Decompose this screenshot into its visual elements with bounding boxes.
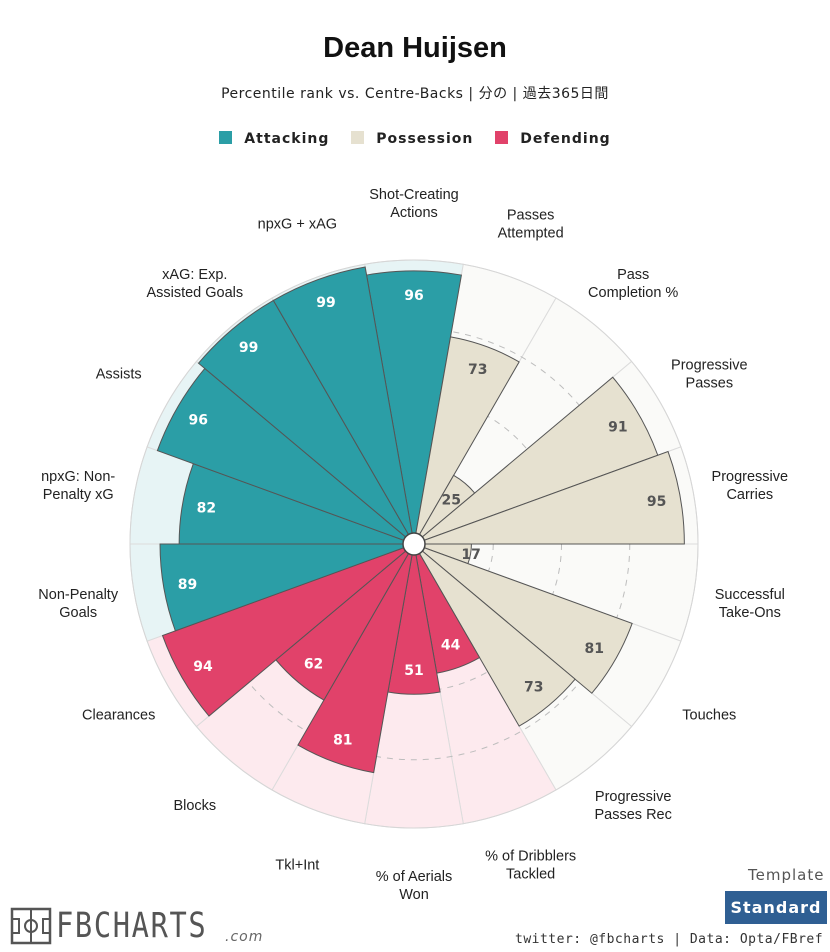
axis-label-pass-completion: Pass Completion % xyxy=(588,267,678,301)
outer-ring xyxy=(129,259,699,829)
axis-label-of-dribblers-tackled: % of Dribblers Tackled xyxy=(485,848,576,882)
legend-label-defending: Defending xyxy=(520,131,611,147)
center-hub xyxy=(402,532,426,556)
value-label-npxg-xag: 99 xyxy=(316,295,335,311)
axis-label-line: Attempted xyxy=(498,226,564,242)
axis-label-successful-take-ons: Successful Take-Ons xyxy=(715,587,785,621)
axis-label-line: Actions xyxy=(390,205,438,221)
axis-label-line: Non-Penalty xyxy=(38,587,119,603)
chart-title: Dean Huijsen xyxy=(323,32,507,64)
axis-label-non-penalty-goals: Non-Penalty Goals xyxy=(38,587,119,621)
axis-label-of-aerials-won: % of Aerials Won xyxy=(376,869,453,903)
value-label-progressive-passes: 91 xyxy=(608,419,627,435)
axis-label-assists: Assists xyxy=(96,367,142,383)
value-label-assists: 96 xyxy=(189,412,208,428)
axis-label-line: Blocks xyxy=(173,798,216,814)
chart-subtitle: Percentile rank vs. Centre-Backs | 分の | … xyxy=(221,86,609,102)
legend-item-defending: Defending xyxy=(495,131,610,147)
legend-swatch-attacking xyxy=(219,131,233,144)
legend-label-attacking: Attacking xyxy=(244,131,330,147)
axis-label-passes-attempted: Passes Attempted xyxy=(498,208,564,242)
axis-label-line: Passes xyxy=(686,376,734,392)
axis-label-npxg-xag: npxG + xAG xyxy=(258,217,337,233)
axis-label-clearances: Clearances xyxy=(82,708,155,724)
axis-label-line: Clearances xyxy=(82,708,155,724)
value-label-blocks: 62 xyxy=(304,657,323,673)
legend-swatch-defending xyxy=(495,131,509,144)
axis-label-line: Progressive xyxy=(712,469,789,485)
axis-label-line: npxG: Non- xyxy=(41,469,115,485)
axis-label-line: Take-Ons xyxy=(719,605,781,621)
value-label-tkl-int: 81 xyxy=(333,733,352,749)
axis-label-blocks: Blocks xyxy=(173,798,216,814)
value-label-pass-completion: 25 xyxy=(442,493,461,509)
template-label: Template xyxy=(748,866,825,884)
axis-label-line: Successful xyxy=(715,587,785,603)
legend: Attacking Possession Defending xyxy=(0,131,830,147)
axis-label-line: Completion % xyxy=(588,285,678,301)
brand-suffix: .com xyxy=(225,929,264,945)
data-credit: twitter: @fbcharts | Data: Opta/FBref xyxy=(515,932,824,947)
axis-label-line: Passes xyxy=(507,208,555,224)
axis-label-line: Touches xyxy=(682,708,736,724)
axis-label-line: Assisted Goals xyxy=(146,285,243,301)
axis-label-line: Passes Rec xyxy=(595,807,672,823)
legend-item-possession: Possession xyxy=(351,131,473,147)
axis-label-progressive-passes: Progressive Passes xyxy=(671,358,748,392)
brand-name: FBCHARTS xyxy=(56,906,208,946)
value-label-non-penalty-goals: 89 xyxy=(178,577,197,593)
axis-label-xag-exp-assisted-goals: xAG: Exp. Assisted Goals xyxy=(146,267,243,301)
axis-label-npxg-non-penalty-xg: npxG: Non- Penalty xG xyxy=(41,469,115,503)
value-label-clearances: 94 xyxy=(193,659,213,675)
axis-label-line: % of Dribblers xyxy=(485,848,576,864)
axis-label-line: % of Aerials xyxy=(376,869,453,885)
axis-label-line: Goals xyxy=(59,605,97,621)
axis-label-line: npxG + xAG xyxy=(258,217,337,233)
axis-label-touches: Touches xyxy=(682,708,736,724)
value-label-progressive-carries: 95 xyxy=(647,494,666,510)
axis-label-line: Tkl+Int xyxy=(275,857,319,873)
value-label-successful-take-ons: 17 xyxy=(461,547,480,563)
axis-label-progressive-carries: Progressive Carries xyxy=(712,469,789,503)
template-select-button[interactable]: Standard xyxy=(725,891,827,924)
legend-item-attacking: Attacking xyxy=(219,131,329,147)
value-label-of-aerials-won: 51 xyxy=(404,663,423,679)
axis-label-line: Won xyxy=(399,887,429,903)
legend-swatch-possession xyxy=(351,131,365,144)
axis-label-line: Assists xyxy=(96,367,142,383)
value-label-npxg-non-penalty-xg: 82 xyxy=(197,500,216,516)
fbcharts-logo-icon xyxy=(10,907,52,945)
value-label-of-dribblers-tackled: 44 xyxy=(441,638,461,654)
axis-label-line: Carries xyxy=(726,487,773,503)
axis-label-line: xAG: Exp. xyxy=(162,267,227,283)
axis-label-line: Shot-Creating xyxy=(369,187,458,203)
axis-label-progressive-passes-rec: Progressive Passes Rec xyxy=(595,789,672,823)
axis-label-tkl-int: Tkl+Int xyxy=(275,857,319,873)
axis-label-line: Progressive xyxy=(595,789,672,805)
axis-label-shot-creating-actions: Shot-Creating Actions xyxy=(369,187,458,221)
axis-label-line: Penalty xG xyxy=(43,487,114,503)
value-label-touches: 81 xyxy=(585,641,604,657)
legend-label-possession: Possession xyxy=(376,131,474,147)
value-label-shot-creating-actions: 96 xyxy=(404,288,423,304)
value-label-xag-exp-assisted-goals: 99 xyxy=(239,340,258,356)
value-label-passes-attempted: 73 xyxy=(468,362,487,378)
value-label-progressive-passes-rec: 73 xyxy=(524,680,543,696)
axis-label-line: Progressive xyxy=(671,358,748,374)
axis-label-line: Tackled xyxy=(506,866,555,882)
axis-label-line: Pass xyxy=(617,267,649,283)
